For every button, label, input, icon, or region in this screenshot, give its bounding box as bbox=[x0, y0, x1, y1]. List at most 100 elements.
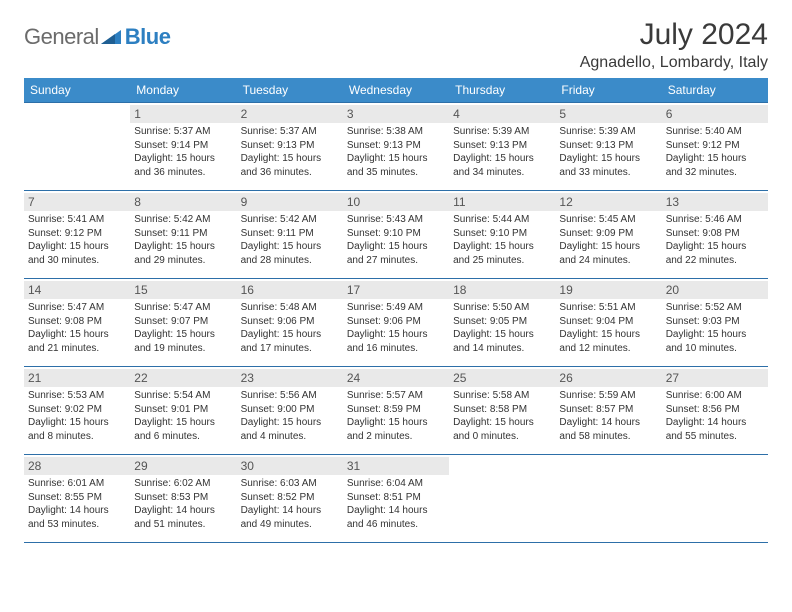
sunset-text: Sunset: 9:11 PM bbox=[134, 227, 232, 241]
calendar-cell: 19Sunrise: 5:51 AMSunset: 9:04 PMDayligh… bbox=[555, 279, 661, 367]
sunrise-text: Sunrise: 5:40 AM bbox=[666, 125, 764, 139]
location: Agnadello, Lombardy, Italy bbox=[580, 54, 768, 72]
calendar-cell: 10Sunrise: 5:43 AMSunset: 9:10 PMDayligh… bbox=[343, 191, 449, 279]
daylight-text: Daylight: 15 hours and 17 minutes. bbox=[241, 328, 339, 355]
day-number: 3 bbox=[343, 105, 449, 123]
month-title: July 2024 bbox=[580, 18, 768, 52]
sunrise-text: Sunrise: 5:46 AM bbox=[666, 213, 764, 227]
daylight-text: Daylight: 15 hours and 28 minutes. bbox=[241, 240, 339, 267]
sunset-text: Sunset: 9:13 PM bbox=[559, 139, 657, 153]
calendar-cell: 26Sunrise: 5:59 AMSunset: 8:57 PMDayligh… bbox=[555, 367, 661, 455]
calendar-cell: 6Sunrise: 5:40 AMSunset: 9:12 PMDaylight… bbox=[662, 103, 768, 191]
daylight-text: Daylight: 15 hours and 19 minutes. bbox=[134, 328, 232, 355]
sunset-text: Sunset: 9:06 PM bbox=[347, 315, 445, 329]
daylight-text: Daylight: 15 hours and 12 minutes. bbox=[559, 328, 657, 355]
daylight-text: Daylight: 15 hours and 8 minutes. bbox=[28, 416, 126, 443]
sunrise-text: Sunrise: 5:38 AM bbox=[347, 125, 445, 139]
daylight-text: Daylight: 15 hours and 35 minutes. bbox=[347, 152, 445, 179]
calendar-cell bbox=[662, 455, 768, 543]
calendar-cell: 25Sunrise: 5:58 AMSunset: 8:58 PMDayligh… bbox=[449, 367, 555, 455]
calendar-cell: 3Sunrise: 5:38 AMSunset: 9:13 PMDaylight… bbox=[343, 103, 449, 191]
sunrise-text: Sunrise: 5:47 AM bbox=[28, 301, 126, 315]
sunset-text: Sunset: 9:07 PM bbox=[134, 315, 232, 329]
daylight-text: Daylight: 15 hours and 14 minutes. bbox=[453, 328, 551, 355]
calendar-cell: 1 Sunrise: 5:37 AMSunset: 9:14 PMDaylight… bbox=[130, 103, 236, 191]
day-number: 4 bbox=[449, 105, 555, 123]
day-number: 21 bbox=[24, 369, 130, 387]
sunset-text: Sunset: 9:13 PM bbox=[453, 139, 551, 153]
calendar-cell: 21Sunrise: 5:53 AMSunset: 9:02 PMDayligh… bbox=[24, 367, 130, 455]
weekday-header: Tuesday bbox=[237, 78, 343, 103]
calendar-cell: 27Sunrise: 6:00 AMSunset: 8:56 PMDayligh… bbox=[662, 367, 768, 455]
day-number: 8 bbox=[130, 193, 236, 211]
day-number: 5 bbox=[555, 105, 661, 123]
calendar-cell: 29Sunrise: 6:02 AMSunset: 8:53 PMDayligh… bbox=[130, 455, 236, 543]
sunset-text: Sunset: 9:08 PM bbox=[666, 227, 764, 241]
day-number: 27 bbox=[662, 369, 768, 387]
calendar-cell bbox=[449, 455, 555, 543]
sunrise-text: Sunrise: 5:52 AM bbox=[666, 301, 764, 315]
daylight-text: Daylight: 15 hours and 36 minutes. bbox=[134, 152, 232, 179]
sunrise-text: Sunrise: 6:02 AM bbox=[134, 477, 232, 491]
sunrise-text: Sunrise: 5:53 AM bbox=[28, 389, 126, 403]
calendar-cell: 4Sunrise: 5:39 AMSunset: 9:13 PMDaylight… bbox=[449, 103, 555, 191]
sunrise-text: Sunrise: 5:48 AM bbox=[241, 301, 339, 315]
sunset-text: Sunset: 8:53 PM bbox=[134, 491, 232, 505]
sunrise-text: Sunrise: 6:01 AM bbox=[28, 477, 126, 491]
sunrise-text: Sunrise: 5:54 AM bbox=[134, 389, 232, 403]
calendar-cell: 23Sunrise: 5:56 AMSunset: 9:00 PMDayligh… bbox=[237, 367, 343, 455]
daylight-text: Daylight: 15 hours and 25 minutes. bbox=[453, 240, 551, 267]
day-number: 13 bbox=[662, 193, 768, 211]
day-number: 14 bbox=[24, 281, 130, 299]
day-number: 16 bbox=[237, 281, 343, 299]
sunset-text: Sunset: 9:08 PM bbox=[28, 315, 126, 329]
calendar-cell: 20Sunrise: 5:52 AMSunset: 9:03 PMDayligh… bbox=[662, 279, 768, 367]
sunrise-text: Sunrise: 5:44 AM bbox=[453, 213, 551, 227]
calendar-row: 14 Sunrise: 5:47 AMSunset: 9:08 PM Dayligh… bbox=[24, 279, 768, 367]
calendar-row: 7Sunrise: 5:41 AMSunset: 9:12 PMDaylight… bbox=[24, 191, 768, 279]
sunset-text: Sunset: 9:14 PM bbox=[134, 139, 232, 153]
sunrise-text: Sunrise: 5:42 AM bbox=[134, 213, 232, 227]
sunrise-text: Sunrise: 5:45 AM bbox=[559, 213, 657, 227]
sunrise-text: Sunrise: 5:59 AM bbox=[559, 389, 657, 403]
calendar-cell: 15Sunrise: 5:47 AMSunset: 9:07 PMDayligh… bbox=[130, 279, 236, 367]
day-number: 29 bbox=[130, 457, 236, 475]
weekday-header: Friday bbox=[555, 78, 661, 103]
sunset-text: Sunset: 8:59 PM bbox=[347, 403, 445, 417]
weekday-header: Sunday bbox=[24, 78, 130, 103]
sunrise-text: Sunrise: 5:49 AM bbox=[347, 301, 445, 315]
daylight-text: Daylight: 15 hours and 24 minutes. bbox=[559, 240, 657, 267]
sunrise-text: Sunrise: 5:39 AM bbox=[559, 125, 657, 139]
day-number: 1 bbox=[130, 105, 236, 123]
calendar-table: Sunday Monday Tuesday Wednesday Thursday… bbox=[24, 78, 768, 543]
calendar-cell: 30Sunrise: 6:03 AMSunset: 8:52 PMDayligh… bbox=[237, 455, 343, 543]
logo-triangle-icon bbox=[101, 28, 123, 46]
day-number: 11 bbox=[449, 193, 555, 211]
daylight-text: Daylight: 15 hours and 36 minutes. bbox=[241, 152, 339, 179]
day-number: 23 bbox=[237, 369, 343, 387]
weekday-header: Monday bbox=[130, 78, 236, 103]
calendar-row: 1Sunrise: 5:37 AMSunset: 9:14 PMDaylight… bbox=[24, 103, 768, 191]
sunset-text: Sunset: 8:52 PM bbox=[241, 491, 339, 505]
calendar-cell: 2Sunrise: 5:37 AMSunset: 9:13 PMDaylight… bbox=[237, 103, 343, 191]
day-number: 22 bbox=[130, 369, 236, 387]
weekday-header: Saturday bbox=[662, 78, 768, 103]
calendar-cell: 18Sunrise: 5:50 AMSunset: 9:05 PMDayligh… bbox=[449, 279, 555, 367]
weekday-header-row: Sunday Monday Tuesday Wednesday Thursday… bbox=[24, 78, 768, 103]
day-number: 10 bbox=[343, 193, 449, 211]
calendar-cell: 28Sunrise: 6:01 AMSunset: 8:55 PMDayligh… bbox=[24, 455, 130, 543]
calendar-cell: 13Sunrise: 5:46 AMSunset: 9:08 PMDayligh… bbox=[662, 191, 768, 279]
logo: General Blue bbox=[24, 18, 170, 50]
sunset-text: Sunset: 9:06 PM bbox=[241, 315, 339, 329]
sunrise-text: Sunrise: 5:37 AM bbox=[134, 125, 232, 139]
sunset-text: Sunset: 9:13 PM bbox=[241, 139, 339, 153]
daylight-text: Daylight: 15 hours and 4 minutes. bbox=[241, 416, 339, 443]
daylight-text: Daylight: 15 hours and 27 minutes. bbox=[347, 240, 445, 267]
day-number: 12 bbox=[555, 193, 661, 211]
calendar-cell: 8Sunrise: 5:42 AMSunset: 9:11 PMDaylight… bbox=[130, 191, 236, 279]
calendar-cell: 9Sunrise: 5:42 AMSunset: 9:11 PMDaylight… bbox=[237, 191, 343, 279]
daylight-text: Daylight: 15 hours and 32 minutes. bbox=[666, 152, 764, 179]
sunrise-text: Sunrise: 6:00 AM bbox=[666, 389, 764, 403]
daylight-text: Daylight: 15 hours and 16 minutes. bbox=[347, 328, 445, 355]
calendar-cell bbox=[24, 103, 130, 191]
